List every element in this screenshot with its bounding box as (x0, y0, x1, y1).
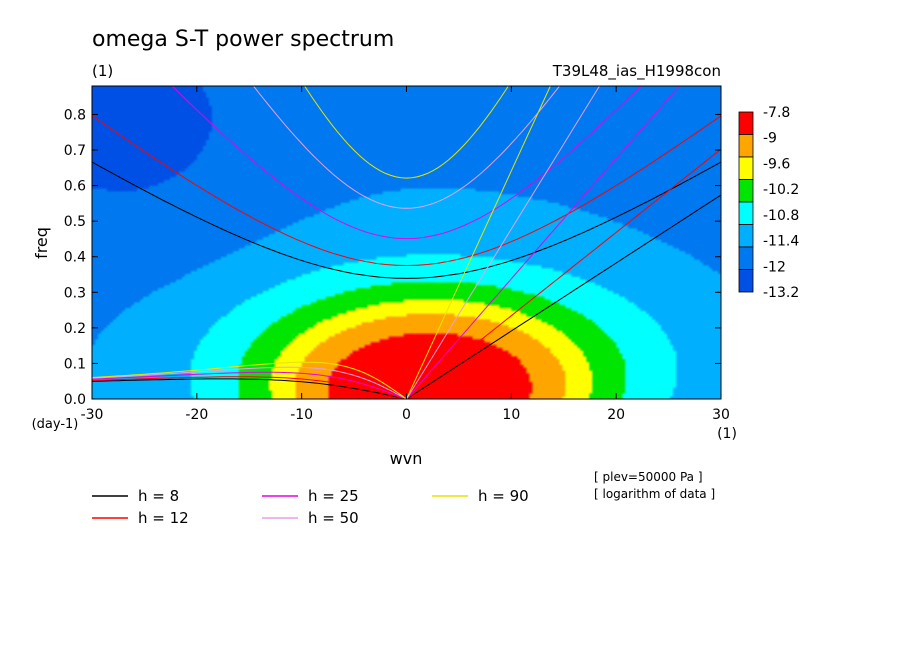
kelvin-curve-h8 (406, 194, 721, 399)
colorbar-swatch (738, 134, 754, 158)
legend: h = 8 h = 12 h = 25 h = 50 h = 90 (92, 487, 529, 527)
rossby-curve-h90 (92, 361, 407, 399)
note-plev: [ plev=50000 Pa ] (594, 470, 703, 484)
plot-area (92, 86, 721, 399)
x-tick-label: 10 (502, 407, 520, 423)
y-tick-label: 0.2 (64, 321, 86, 337)
colorbar-swatch (738, 156, 754, 180)
kelvin-curve-h50 (406, 86, 601, 399)
x-tick-label: -10 (290, 407, 313, 423)
ig-curve-h50 (252, 86, 561, 209)
x-axis-label: wvn (390, 449, 423, 468)
legend-label: h = 50 (308, 509, 359, 527)
y-tick-label: 0.3 (64, 285, 86, 301)
legend-label: h = 25 (308, 487, 359, 505)
x-tick-label: -30 (81, 407, 104, 423)
colorbar: -7.8 -9 -9.6 -10.2 -10.8 -11.4 -12 -13.2 (738, 105, 799, 301)
colorbar-swatch (738, 111, 754, 135)
note-log: [ logarithm of data ] (594, 487, 715, 501)
colorbar-swatch (738, 179, 754, 203)
y-axis-label: freq (32, 227, 51, 259)
kelvin-curve-h12 (406, 148, 721, 399)
chart-title: omega S-T power spectrum (92, 27, 394, 52)
rossby-curve-h50 (92, 366, 407, 399)
colorbar-label: -9 (763, 131, 777, 147)
y-tick-label: 0.4 (64, 250, 86, 266)
legend-label: h = 8 (138, 487, 179, 505)
colorbar-label: -9.6 (763, 156, 790, 172)
y-tick-label: 0.5 (64, 214, 86, 230)
x-tick-label: 0 (402, 407, 411, 423)
x-axis-unit: (1) (717, 426, 737, 442)
y-tick-label: 0.8 (64, 107, 86, 123)
x-axis: -30 -20 -10 0 10 20 30 (81, 86, 730, 423)
y-axis: 0.0 0.1 0.2 0.3 0.4 0.5 0.6 0.7 0.8 (64, 107, 721, 408)
colorbar-label: -10.8 (763, 208, 799, 224)
colorbar-label: -7.8 (763, 105, 790, 121)
x-tick-label: -20 (185, 407, 208, 423)
x-tick-label: 20 (607, 407, 625, 423)
colorbar-label: -10.2 (763, 182, 799, 198)
ig-curve-h90 (304, 86, 509, 179)
legend-label: h = 90 (478, 487, 529, 505)
colorbar-label: -13.2 (763, 285, 799, 301)
colorbar-swatch (738, 201, 754, 225)
y-axis-unit: (day-1) (32, 417, 79, 432)
legend-label: h = 12 (138, 509, 189, 527)
kelvin-curve-h90 (406, 86, 551, 399)
colorbar-label: -12 (763, 259, 786, 275)
ig-curve-h25 (171, 86, 642, 240)
y-tick-label: 0.6 (64, 179, 86, 195)
dispersion-curves (92, 86, 721, 399)
kelvin-curve-h25 (406, 86, 681, 399)
chart-subtitle-left: (1) (92, 62, 113, 80)
y-tick-label: 0.0 (64, 392, 86, 408)
rossby-curve-h8 (92, 378, 407, 399)
ig-curve-h12 (92, 115, 721, 267)
rossby-curve-h25 (92, 371, 407, 399)
ig-curve-h8 (92, 161, 721, 279)
y-tick-label: 0.1 (64, 356, 86, 372)
y-tick-label: 0.7 (64, 143, 86, 159)
power-field (92, 86, 721, 399)
colorbar-label: -11.4 (763, 234, 799, 250)
chart-subtitle-right: T39L48_ias_H1998con (552, 62, 721, 81)
colorbar-swatch (738, 246, 754, 270)
colorbar-swatch (738, 269, 754, 293)
colorbar-swatch (738, 224, 754, 248)
rossby-curve-h12 (92, 376, 407, 399)
x-tick-label: 30 (712, 407, 730, 423)
